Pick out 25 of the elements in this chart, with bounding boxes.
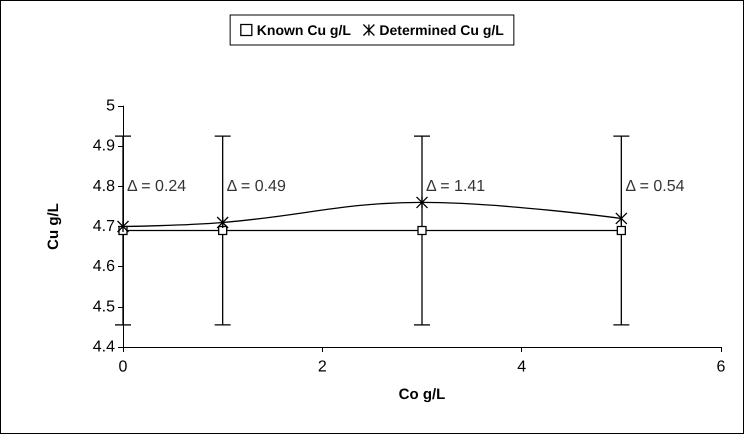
point	[218, 226, 228, 236]
y-tick-label: 4.7	[92, 218, 116, 235]
legend-label: Known Cu g/L	[256, 22, 352, 38]
annotation: Δ = 1.41	[426, 178, 486, 195]
annotation: Δ = 0.54	[625, 178, 685, 195]
point	[216, 216, 229, 229]
annotation: Δ = 0.24	[127, 178, 186, 195]
x-tick-label: 6	[716, 358, 726, 376]
x-tick-label: 4	[517, 358, 526, 376]
annotation: Δ = 0.49	[226, 178, 286, 195]
y-tick-label: 4.5	[92, 298, 116, 316]
legend-label: Determined Cu g/L	[379, 22, 504, 38]
x-axis-title: Co g/L	[398, 386, 446, 403]
x-tick-label: 2	[318, 358, 327, 376]
y-tick-label: 4.6	[92, 258, 116, 276]
point	[615, 212, 628, 225]
point	[417, 226, 427, 236]
y-tick-label: 5	[106, 98, 116, 114]
y-tick-label: 4.8	[92, 178, 116, 195]
y-axis-title: Cu g/L	[45, 203, 62, 250]
point	[616, 226, 626, 236]
x-tick-label: 0	[118, 358, 128, 376]
point	[416, 196, 428, 209]
y-tick-label: 4.9	[92, 138, 116, 155]
y-tick-label: 4.4	[92, 338, 116, 356]
